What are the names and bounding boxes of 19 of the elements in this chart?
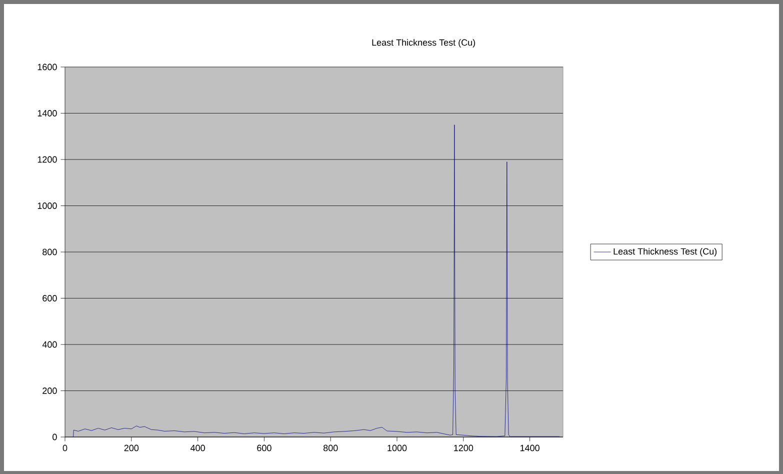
y-tick-label: 1400 [38,110,57,116]
x-tick-label: 1400 [520,444,540,452]
y-tick-label: 600 [42,295,57,302]
x-tick-label: 200 [124,444,139,452]
x-tick-label: 0 [62,444,68,452]
y-tick-label: 1000 [38,202,57,209]
legend-label: Least Thickness Test (Cu) [614,248,717,256]
x-tick-label: 1200 [454,444,474,452]
x-tick-label: 1000 [388,444,407,452]
x-tick-label: 400 [190,444,205,452]
y-tick-label: 400 [42,341,57,348]
x-tick-label: 600 [257,444,272,452]
x-tick-label: 800 [323,444,338,452]
y-tick-label: 800 [42,248,57,256]
y-tick-label: 200 [42,388,57,394]
chart-title: Least Thickness Test (Cu) [372,39,476,48]
y-tick-label: 1200 [38,156,57,163]
y-tick-label: 1600 [38,64,57,70]
y-tick-label: 0 [52,434,57,440]
